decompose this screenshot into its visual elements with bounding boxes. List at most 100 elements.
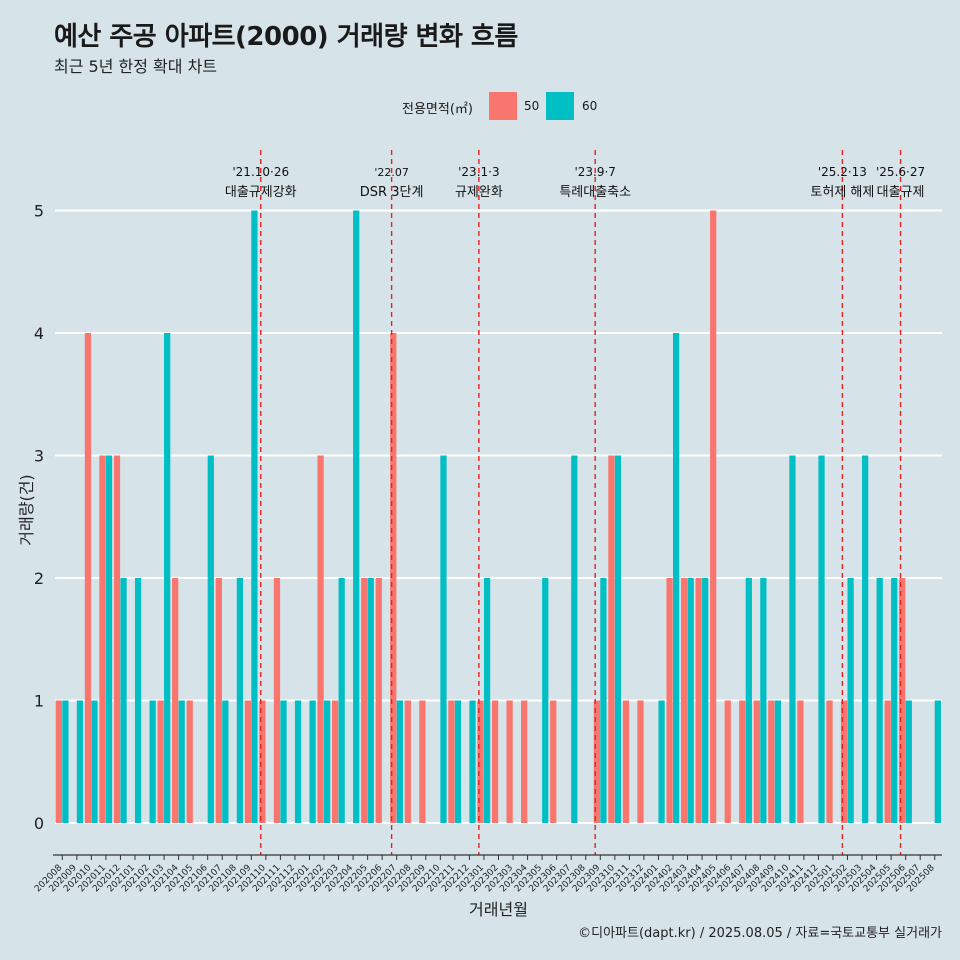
bar-50-202010 [84, 333, 92, 823]
bar-50-202302 [491, 700, 499, 823]
bar-60-202008 [62, 700, 69, 823]
bar-60-202410 [789, 455, 796, 823]
bar-50-202011 [99, 455, 106, 823]
bar-60-202212 [469, 700, 476, 823]
event-date: '22.07 [374, 166, 409, 179]
bar-60-202404 [702, 578, 709, 823]
bar-60-202111 [280, 700, 287, 823]
bar-50-202206 [375, 578, 382, 823]
chart-title: 예산 주공 아파트(2000) 거래량 변화 흐름 [54, 22, 518, 52]
event-date: '23.9·7 [574, 165, 615, 179]
chart-subtitle: 최근 5년 한정 확대 차트 [54, 57, 218, 76]
bar-60-202010 [91, 700, 98, 823]
bar-60-202402 [672, 333, 680, 823]
bar-50-202211 [448, 700, 455, 823]
event-label: 토허제 해제 [810, 185, 874, 200]
bar-50-202104 [172, 578, 179, 823]
event-label: DSR 3단계 [360, 185, 424, 200]
bar-60-202309 [600, 578, 607, 823]
event-label: 특례대출축소 [559, 185, 631, 200]
bar-50-202403 [680, 578, 688, 823]
bar-60-202201 [309, 700, 316, 823]
y-tick-label: 1 [34, 692, 44, 711]
bar-50-202311 [622, 700, 630, 823]
bar-60-202009 [76, 700, 84, 823]
bar-60-202106 [207, 455, 214, 823]
bar-60-202505 [891, 578, 898, 823]
y-tick-label: 3 [34, 447, 44, 466]
bar-50-202105 [186, 700, 193, 823]
bar-60-202409 [774, 700, 782, 823]
bar-60-202403 [687, 578, 694, 823]
bar-60-202207 [396, 700, 403, 823]
bar-50-202207 [390, 333, 397, 823]
bar-60-202109 [251, 210, 258, 823]
bar-60-202011 [105, 455, 113, 823]
y-tick-label: 4 [34, 324, 44, 343]
bar-50-202402 [666, 578, 673, 823]
bar-50-202501 [826, 700, 833, 823]
x-axis-title: 거래년월 [469, 900, 528, 919]
event-date: '23.1·3 [458, 165, 499, 179]
bar-50-202109 [244, 700, 252, 823]
bar-50-202208 [404, 700, 411, 823]
legend-label-60: 60 [582, 99, 598, 113]
bar-60-202112 [294, 700, 302, 823]
bar-60-202102 [149, 700, 156, 823]
event-label: 대출규제강화 [225, 185, 297, 200]
bar-50-202110 [259, 700, 266, 823]
y-tick-label: 5 [34, 202, 44, 221]
bar-60-202506 [905, 700, 912, 823]
event-date: '21.10·26 [232, 165, 289, 179]
bar-50-202309 [593, 700, 600, 823]
bar-50-202405 [710, 210, 717, 823]
bar-50-202506 [899, 578, 906, 823]
legend: 전용면적(㎡) 50 60 [0, 92, 960, 122]
bar-50-202107 [215, 578, 222, 823]
bar-50-202409 [768, 700, 775, 823]
bar-60-202408 [760, 578, 767, 823]
bar-50-202406 [724, 700, 731, 823]
bar-60-202211 [454, 700, 462, 823]
bar-50-202301 [477, 700, 484, 823]
bar-60-202210 [440, 455, 447, 823]
bar-50-202411 [797, 700, 804, 823]
bar-50-202202 [317, 455, 324, 823]
bar-60-202101 [134, 578, 142, 823]
bar-60-202203 [338, 578, 345, 823]
bar-60-202301 [483, 578, 491, 823]
bar-50-202008 [55, 700, 62, 823]
legend-title: 전용면적(㎡) [402, 102, 473, 117]
bar-50-202209 [419, 700, 426, 823]
bar-60-202503 [862, 455, 869, 823]
bar-50-202312 [637, 700, 644, 823]
bar-60-202202 [324, 700, 331, 823]
bar-50-202303 [506, 700, 513, 823]
bar-60-202204 [353, 210, 360, 823]
y-tick-label: 0 [34, 814, 44, 833]
bar-60-202104 [178, 700, 185, 823]
bar-50-202203 [332, 700, 339, 823]
bar-50-202407 [739, 700, 746, 823]
legend-key-50 [489, 92, 517, 120]
bar-50-202205 [361, 578, 368, 823]
footer-credit: ©디아파트(dapt.kr) / 2025.08.05 / 자료=국토교통부 실… [578, 926, 942, 941]
bar-60-202412 [818, 455, 825, 823]
bar-60-202401 [658, 700, 665, 823]
y-axis-title: 거래량(건) [17, 474, 36, 545]
legend-key-60 [546, 92, 574, 120]
bar-60-202307 [571, 455, 578, 823]
bar-50-202505 [884, 700, 891, 823]
bar-60-202310 [614, 455, 622, 823]
bar-50-202103 [157, 700, 164, 823]
event-date: '25.6·27 [876, 165, 925, 179]
y-tick-label: 2 [34, 569, 44, 588]
bar-60-202504 [876, 578, 883, 823]
bar-50-202304 [521, 700, 528, 823]
bar-60-202305 [542, 578, 549, 823]
bar-50-202012 [113, 455, 121, 823]
bar-60-202103 [164, 333, 171, 823]
bar-50-202404 [695, 578, 702, 823]
bar-60-202107 [222, 700, 229, 823]
